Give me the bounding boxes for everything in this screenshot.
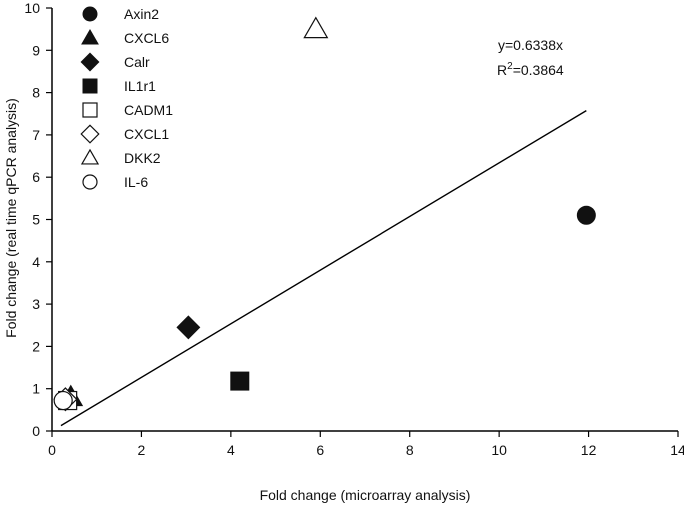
legend-label-axin2: Axin2 [124,6,159,22]
legend-marker-cadm1 [82,102,98,118]
data-points [53,16,596,412]
legend-label-cxcl1: CXCL1 [124,126,169,142]
legend-label-il-6: IL-6 [124,174,148,190]
regression-line [60,110,587,427]
data-point-axin2 [576,205,596,225]
legend-label-cadm1: CADM1 [124,102,173,118]
x-tick-label: 8 [406,442,414,458]
legend-label-cxcl6: CXCL6 [124,30,169,46]
y-tick-label: 7 [32,127,40,143]
y-tick-label: 5 [32,212,40,228]
x-tick-label: 14 [670,442,684,458]
r-squared-label: R2=0.3864 [497,61,564,78]
y-tick-label: 0 [32,423,40,439]
data-point-calr [176,315,201,340]
x-tick-label: 6 [316,442,324,458]
y-tick-label: 1 [32,381,40,397]
x-tick-label: 10 [491,442,507,458]
y-tick-label: 9 [32,42,40,58]
x-tick-label: 0 [48,442,56,458]
data-point-il1r1 [230,371,250,391]
legend-marker-axin2 [82,6,98,22]
data-point-dkk2 [303,16,329,39]
y-tick-label: 4 [32,254,40,270]
r-squared-base: R [497,62,507,78]
r-squared-value: =0.3864 [513,62,564,78]
trendline [60,110,587,427]
legend-marker-dkk2 [80,148,100,165]
legend-marker-cxcl6 [81,28,99,45]
y-tick-label: 10 [24,0,40,16]
legend: Axin2 CXCL6 Calr IL1r1 CADM1 CXCL1 DKK2 IL-6 [80,6,173,190]
r-squared-exponent: 2 [507,61,513,72]
legend-marker-calr [80,52,100,72]
y-axis-title: Fold change (real time qPCR analysis) [3,98,19,338]
legend-marker-cxcl1 [80,124,100,144]
legend-label-dkk2: DKK2 [124,150,161,166]
legend-label-il1r1: IL1r1 [124,78,156,94]
legend-marker-il-6 [82,174,98,190]
y-tick-label: 3 [32,296,40,312]
y-tick-label: 6 [32,169,40,185]
equation-label: y=0.6338x [498,37,563,53]
legend-label-calr: Calr [124,54,150,70]
x-axis-title: Fold change (microarray analysis) [260,487,471,503]
y-tick-label: 2 [32,338,40,354]
x-tick-label: 12 [581,442,597,458]
data-point-il-6 [53,390,73,411]
legend-marker-il1r1 [82,78,98,94]
x-tick-label: 4 [227,442,235,458]
x-tick-label: 2 [138,442,146,458]
y-tick-label: 8 [32,85,40,101]
